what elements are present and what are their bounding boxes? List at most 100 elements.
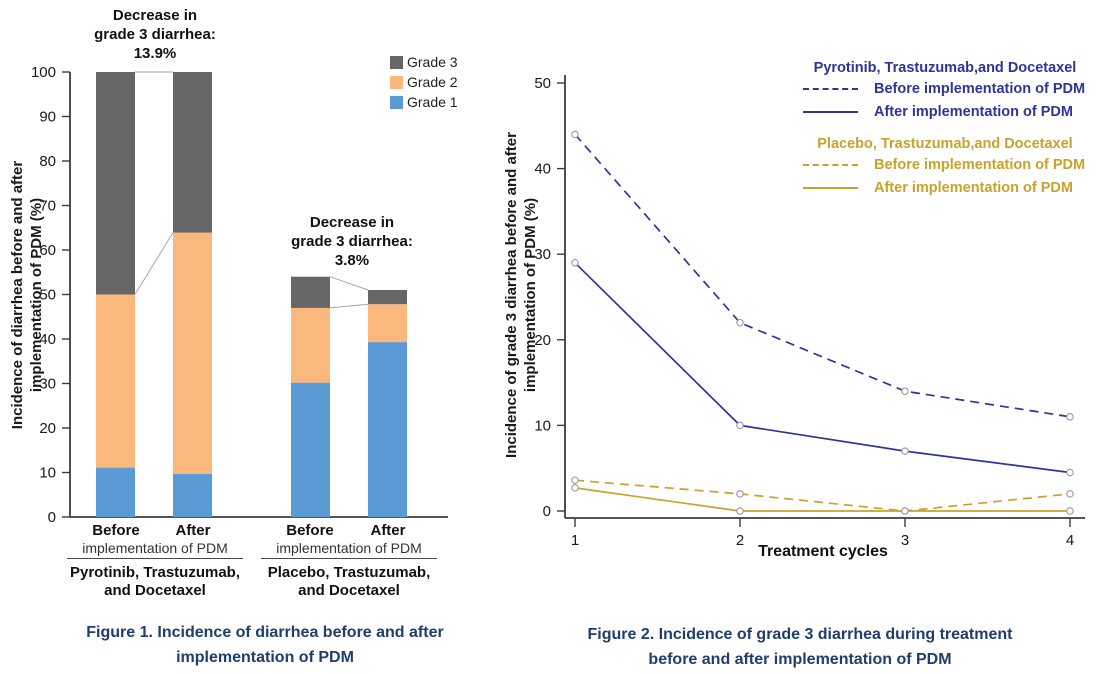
y-tick-label: 30 (534, 246, 551, 263)
legend-item-grade2: Grade 2 (390, 74, 458, 90)
figure2-caption-line1: Figure 2. Incidence of grade 3 diarrhea … (587, 626, 1013, 643)
connector-line (329, 276, 369, 291)
figure2-x-axis-label: Treatment cycles (758, 543, 888, 560)
grade1-color-swatch (390, 95, 403, 109)
bar-segment-grade-1 (173, 473, 212, 517)
legend-item-pyrotinib-before: Before implementation of PDM (795, 81, 1095, 97)
annotation-line: grade 3 diarrhea: (94, 26, 216, 43)
figure1-bar-chart: 0 10 20 30 40 50 60 70 80 90 100 (31, 64, 448, 526)
annotation-line: Decrease in (112, 7, 198, 24)
grade3-color-swatch (390, 55, 403, 69)
y-tick-label: 10 (39, 465, 56, 482)
grade2-color-swatch (390, 75, 403, 89)
legend-label: After implementation of PDM (874, 180, 1073, 196)
group-label-line1: Placebo, Trastuzumab, (267, 564, 431, 581)
y-tick-label: 80 (39, 153, 56, 170)
group-label-placebo: Placebo, Trastuzumab, and Docetaxel (249, 564, 449, 600)
y-tick-label: 100 (31, 64, 56, 81)
figure2-legend: Pyrotinib, Trastuzumab,and Docetaxel Bef… (795, 60, 1095, 203)
x-tick-label: 1 (571, 532, 579, 549)
connector-line (329, 303, 369, 309)
group-label-line2: and Docetaxel (298, 582, 400, 599)
x-label-after-pyrotinib: After (175, 522, 211, 539)
data-point-marker (736, 507, 744, 515)
bar-segment-grade-1 (368, 342, 407, 517)
figure1-legend: Grade 3 Grade 2 Grade 1 (390, 54, 458, 114)
dashed-line-swatch (803, 164, 858, 166)
legend-item-grade3: Grade 3 (390, 54, 458, 70)
series-line (574, 487, 1070, 512)
figure2-line-chart: 0 10 20 30 40 50 1 2 3 4 (534, 75, 1085, 549)
y-tick-label: 40 (39, 331, 56, 348)
data-point-marker (736, 490, 744, 498)
x-tick-label: 2 (736, 532, 744, 549)
legend-item-placebo-after: After implementation of PDM (795, 180, 1095, 196)
y-tick-label: 0 (48, 509, 56, 526)
data-point-marker (901, 447, 909, 455)
annotation-line: grade 3 diarrhea: (291, 233, 413, 250)
legend-label: Before implementation of PDM (874, 81, 1086, 97)
solid-line-swatch (803, 187, 858, 189)
y-tick-label: 70 (39, 198, 56, 215)
annotation-value: 3.8% (334, 252, 370, 269)
y-tick-label: 90 (39, 109, 56, 126)
figure2-y-axis-label-line1: Incidence of grade 3 diarrhea before and… (503, 132, 520, 458)
figure1-caption-line2: implementation of PDM (176, 649, 354, 666)
x-sublabel-pyrotinib: implementation of PDM (67, 540, 243, 559)
group-label-pyrotinib: Pyrotinib, Trastuzumab, and Docetaxel (55, 564, 255, 600)
y-tick-label: 0 (543, 503, 551, 520)
legend-label: After implementation of PDM (874, 104, 1073, 120)
legend-label: Grade 1 (407, 94, 458, 110)
figure1-caption-line1: Figure 1. Incidence of diarrhea before a… (86, 624, 444, 641)
bar-segment-grade-1 (96, 467, 135, 517)
dashed-line-swatch (803, 88, 858, 90)
x-tick-label: 4 (1066, 532, 1074, 549)
legend-item-placebo-before: Before implementation of PDM (795, 157, 1095, 173)
data-point-marker (736, 421, 744, 430)
data-point-marker (571, 130, 579, 139)
series-line (574, 133, 1071, 418)
figure2-y-axis-label-line2: implementation of PDM (%) (522, 197, 539, 393)
annotation-decrease-placebo: Decrease in grade 3 diarrhea: 3.8% (252, 213, 452, 270)
bar-segment-grade-2 (173, 232, 212, 474)
figure1-y-axis-label-line1: Incidence of diarrhea before and after (9, 160, 26, 430)
bar-segment-grade-3 (291, 276, 330, 308)
y-tick-label: 20 (39, 420, 56, 437)
figure1-y-axis-label: Incidence of diarrhea before and after i… (8, 90, 48, 500)
bar-segment-grade-2 (368, 304, 407, 343)
data-point-marker (1066, 413, 1074, 421)
data-point-marker (901, 387, 909, 395)
series-line (574, 479, 1071, 512)
x-label-before-placebo: Before (286, 522, 334, 539)
data-point-marker (1066, 490, 1074, 498)
bar-segment-grade-2 (96, 294, 135, 468)
x-label-before-pyrotinib: Before (92, 522, 140, 539)
x-label-after-placebo: After (370, 522, 406, 539)
bar-segment-grade-3 (368, 290, 407, 305)
group-label-line2: and Docetaxel (104, 582, 206, 599)
data-point-marker (571, 484, 579, 492)
data-point-marker (571, 476, 579, 484)
figure2-y-axis-label: Incidence of grade 3 diarrhea before and… (502, 75, 542, 515)
group-label-line1: Pyrotinib, Trastuzumab, (69, 564, 241, 581)
legend-label: Before implementation of PDM (874, 157, 1086, 173)
legend-label: Grade 2 (407, 74, 458, 90)
data-point-marker (1066, 468, 1074, 477)
annotation-decrease-pyrotinib: Decrease in grade 3 diarrhea: 13.9% (55, 6, 255, 63)
figure2-caption-line2: before and after implementation of PDM (648, 651, 952, 668)
figure2-caption: Figure 2. Incidence of grade 3 diarrhea … (565, 622, 1035, 672)
bar-segment-grade-2 (291, 307, 330, 383)
legend-label: Grade 3 (407, 54, 458, 70)
data-point-marker (1066, 507, 1074, 515)
y-tick-label: 50 (534, 75, 551, 92)
series-line (574, 262, 1071, 474)
y-tick-label: 30 (39, 376, 56, 393)
x-sublabel-placebo: implementation of PDM (261, 540, 437, 559)
legend-title-placebo: Placebo, Trastuzumab,and Docetaxel (817, 136, 1073, 152)
data-point-marker (736, 318, 744, 327)
annotation-value: 13.9% (133, 45, 177, 62)
figure1-caption: Figure 1. Incidence of diarrhea before a… (40, 620, 490, 670)
y-tick-label: 10 (534, 417, 551, 434)
legend-item-pyrotinib-after: After implementation of PDM (795, 104, 1095, 120)
